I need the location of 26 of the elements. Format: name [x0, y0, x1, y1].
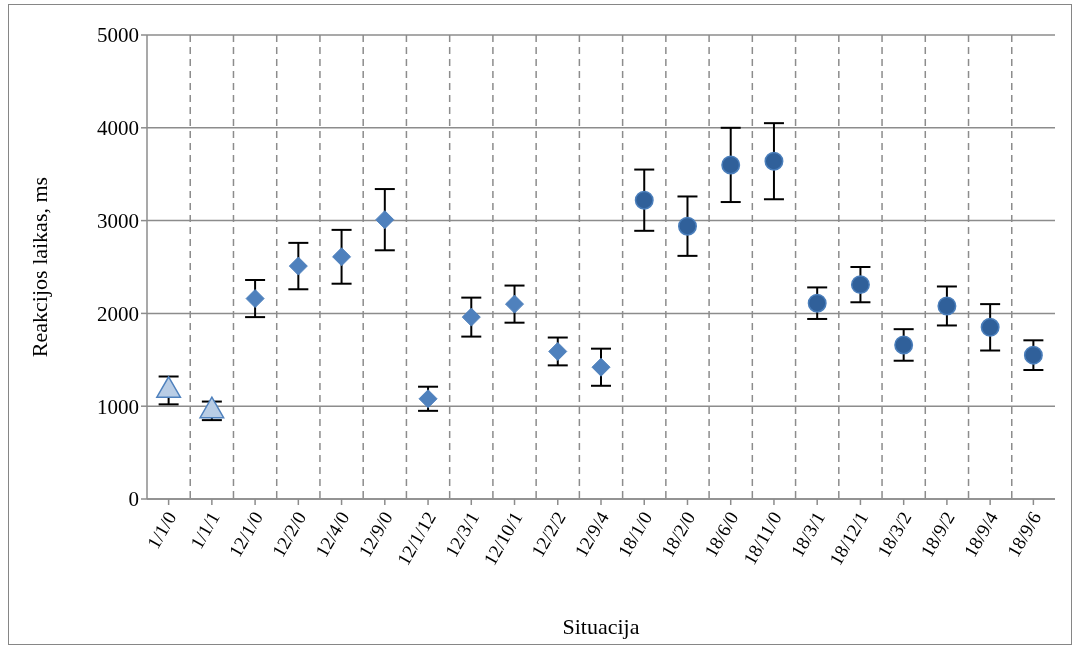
y-tick-label: 3000 — [97, 209, 139, 234]
point — [461, 307, 481, 327]
x-axis-title: Situacija — [562, 614, 640, 639]
point — [807, 293, 827, 313]
point — [288, 256, 308, 276]
point — [245, 289, 265, 309]
y-tick-label: 2000 — [97, 301, 139, 326]
point — [591, 357, 611, 377]
point — [677, 216, 697, 236]
point — [894, 335, 914, 355]
point — [1023, 345, 1043, 365]
y-tick-label: 4000 — [97, 116, 139, 141]
point — [505, 294, 525, 314]
y-tick-label: 5000 — [97, 23, 139, 48]
point — [850, 275, 870, 295]
point — [634, 190, 654, 210]
point — [548, 341, 568, 361]
point — [764, 151, 784, 171]
y-tick-label: 0 — [128, 487, 139, 512]
y-tick-label: 1000 — [97, 394, 139, 419]
point — [375, 210, 395, 230]
point — [332, 247, 352, 267]
point — [937, 296, 957, 316]
point — [980, 317, 1000, 337]
point — [721, 155, 741, 175]
y-axis-title: Reakcijos laikas, ms — [26, 176, 52, 358]
